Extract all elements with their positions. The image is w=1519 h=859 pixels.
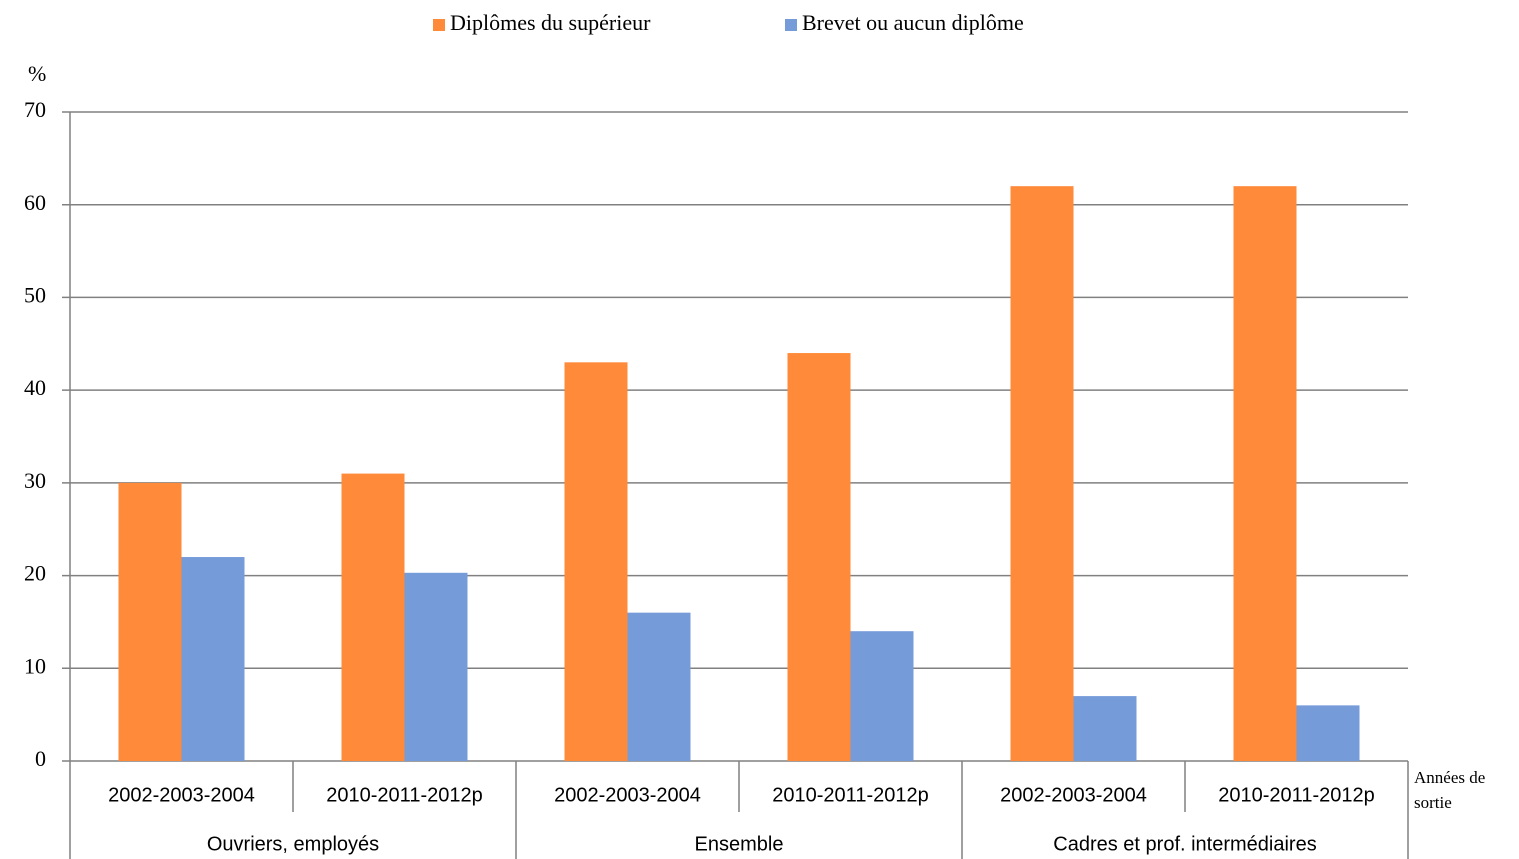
- bar: [787, 353, 851, 761]
- bar: [1073, 696, 1137, 761]
- y-axis-label: %: [28, 61, 46, 86]
- y-tick-label: 40: [24, 375, 46, 400]
- bar: [118, 482, 182, 761]
- x-tick-label: 2010-2011-2012p: [772, 784, 928, 806]
- x-tick-label: 2002-2003-2004: [108, 784, 255, 806]
- legend-label: Brevet ou aucun diplôme: [802, 10, 1024, 35]
- legend-swatch: [785, 19, 797, 31]
- legend-swatch: [433, 19, 445, 31]
- group-label: Ensemble: [695, 833, 784, 855]
- x-tick-label: 2010-2011-2012p: [326, 784, 482, 806]
- x-tick-label: 2002-2003-2004: [554, 784, 701, 806]
- bar: [627, 612, 691, 761]
- legend-label: Diplômes du supérieur: [450, 10, 651, 35]
- y-tick-label: 30: [24, 468, 46, 493]
- bar: [404, 572, 468, 761]
- group-label: Ouvriers, employés: [207, 833, 379, 855]
- bar: [850, 631, 914, 761]
- y-tick-label: 0: [35, 746, 46, 771]
- bar: [1233, 186, 1297, 761]
- bar: [1296, 705, 1360, 761]
- y-tick-label: 10: [24, 653, 46, 678]
- y-tick-label: 20: [24, 561, 46, 586]
- y-tick-label: 60: [24, 190, 46, 215]
- bar: [341, 473, 405, 761]
- group-label: Cadres et prof. intermédiaires: [1053, 833, 1316, 855]
- x-axis-label: Années de sortie: [1414, 768, 1485, 812]
- x-tick-label: 2002-2003-2004: [1000, 784, 1147, 806]
- bar: [181, 557, 245, 761]
- bar: [1010, 186, 1074, 761]
- bar: [564, 362, 628, 761]
- x-tick-label: 2010-2011-2012p: [1218, 784, 1374, 806]
- y-tick-label: 50: [24, 282, 46, 307]
- y-tick-label: 70: [24, 97, 46, 122]
